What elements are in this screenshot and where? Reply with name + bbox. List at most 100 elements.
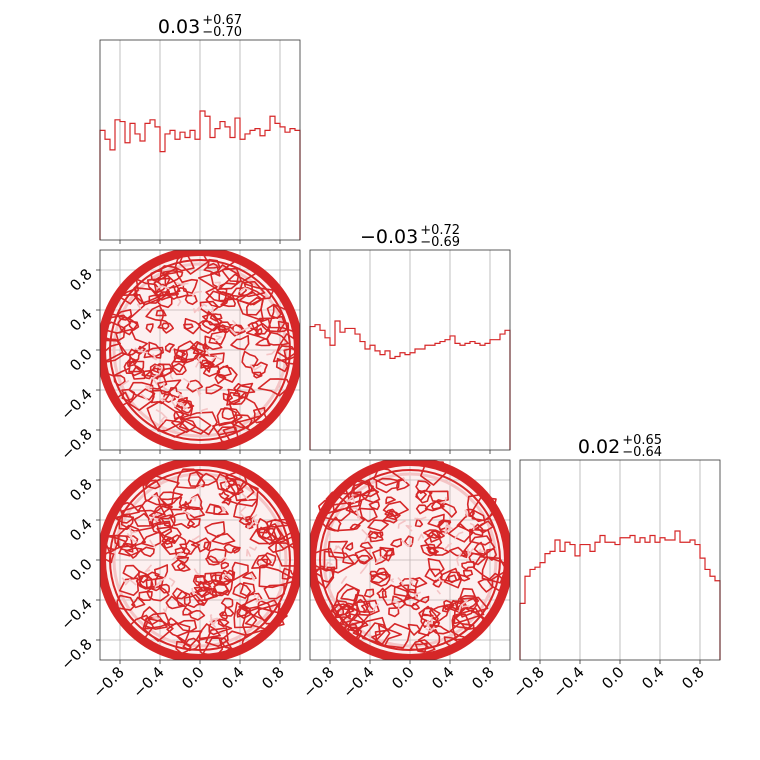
contour-blob xyxy=(331,603,345,617)
contour-blob xyxy=(164,284,180,296)
contour-blob xyxy=(267,518,294,541)
contour-blob xyxy=(163,537,174,549)
contour-blob xyxy=(233,498,258,521)
contour-blob xyxy=(161,322,174,334)
contour-blob xyxy=(243,592,263,610)
x-tick-label: 0.4 xyxy=(638,663,668,693)
contour-param-1-vs-2: −0.8−0.4 0.0 0.4 0.8 xyxy=(57,249,301,464)
contour-faint xyxy=(205,348,211,357)
contour-blob xyxy=(192,342,208,356)
contour-blob xyxy=(368,501,380,511)
contour-blob xyxy=(109,294,146,320)
contour-blob xyxy=(158,491,183,507)
contour-param-1-vs-3-contours xyxy=(100,460,300,660)
contour-blob xyxy=(116,594,136,611)
contour-blob xyxy=(415,489,433,504)
contour-blob xyxy=(183,318,202,335)
contour-blob xyxy=(420,543,437,557)
x-tick-label: 0.4 xyxy=(218,663,248,693)
contour-blob xyxy=(373,467,404,487)
contour-blob xyxy=(176,468,204,489)
contour-blob xyxy=(174,251,195,272)
contour-faint xyxy=(443,542,452,551)
contour-faint xyxy=(390,578,395,583)
contour-blob xyxy=(470,523,484,537)
contour-blob xyxy=(138,570,149,584)
contour-faint xyxy=(359,562,369,575)
contour-blob xyxy=(419,595,430,604)
contour-faint xyxy=(171,552,183,561)
contour-blob xyxy=(357,554,370,565)
contour-blob xyxy=(205,555,220,566)
contour-blob xyxy=(156,522,173,537)
x-tick-label: −0.4 xyxy=(129,663,167,701)
contour-faint xyxy=(346,496,356,504)
x-tick-label: −0.8 xyxy=(509,663,547,701)
contour-blob xyxy=(370,571,388,584)
contour-blob xyxy=(232,382,254,399)
contour-blob xyxy=(178,416,212,435)
contour-faint xyxy=(246,522,255,529)
y-tick-label: 0.4 xyxy=(66,305,96,335)
contour-blob xyxy=(376,587,388,599)
contour-faint xyxy=(352,507,359,515)
contour-faint xyxy=(239,287,250,293)
contour-param-2-vs-3: −0.8 −0.4 0.0 0.4 0.8 xyxy=(299,459,511,702)
contour-blob xyxy=(203,262,221,277)
contour-blob xyxy=(203,572,217,585)
contour-faint xyxy=(249,573,256,582)
contour-blob xyxy=(149,363,164,377)
contour-blob xyxy=(257,378,292,397)
contour-blob xyxy=(206,548,227,563)
contour-faint xyxy=(145,385,153,392)
contour-blob xyxy=(113,391,131,407)
contour-blob xyxy=(258,564,298,589)
contour-blob xyxy=(216,365,238,383)
contour-blob xyxy=(205,627,229,648)
contour-blob xyxy=(204,521,226,538)
contour-blob xyxy=(382,500,409,518)
contour-blob xyxy=(216,364,232,377)
contour-blob xyxy=(253,371,263,379)
contour-blob xyxy=(221,497,232,506)
title-param-3-upper: +0.65 xyxy=(622,433,662,448)
contour-faint xyxy=(324,561,333,569)
hist-param-3: −0.8 −0.4 0.0 0.4 0.8 xyxy=(509,459,721,702)
contour-blob xyxy=(197,320,218,334)
contour-blob xyxy=(399,577,419,594)
contour-blob xyxy=(144,479,161,490)
contour-blob xyxy=(458,574,471,582)
contour-blob xyxy=(242,571,257,580)
x-tick-label: 0.4 xyxy=(428,663,458,693)
contour-blob xyxy=(414,642,428,653)
y-tick-label: 0.4 xyxy=(66,515,96,545)
title-param-2-value: −0.03 xyxy=(360,226,418,248)
contour-blob xyxy=(197,586,211,598)
contour-blob xyxy=(131,596,146,609)
contour-blob xyxy=(147,277,171,294)
contour-faint xyxy=(149,539,157,548)
x-tick-label: −0.4 xyxy=(339,663,377,701)
contour-faint xyxy=(400,539,413,548)
contour-blob xyxy=(238,598,273,622)
contour-blob xyxy=(263,584,285,600)
contour-blob xyxy=(225,471,248,492)
title-param-3-value: 0.02 xyxy=(578,436,620,458)
contour-faint xyxy=(168,577,176,587)
contour-blob xyxy=(385,496,396,505)
contour-blob xyxy=(202,637,232,658)
contour-blob xyxy=(447,523,474,543)
contour-blob xyxy=(132,278,165,305)
contour-blob xyxy=(421,607,441,620)
contour-blob xyxy=(196,472,218,487)
contour-blob xyxy=(318,499,352,522)
contour-faint xyxy=(153,518,159,522)
contour-blob xyxy=(173,348,187,359)
contour-blob xyxy=(218,569,235,585)
contour-blob xyxy=(157,294,173,309)
hist-param-2-step xyxy=(309,320,511,450)
y-tick-label: 0.0 xyxy=(66,345,96,375)
contour-faint xyxy=(478,548,485,553)
contour-blob xyxy=(140,546,155,558)
y-tick-label: 0.8 xyxy=(66,265,96,295)
